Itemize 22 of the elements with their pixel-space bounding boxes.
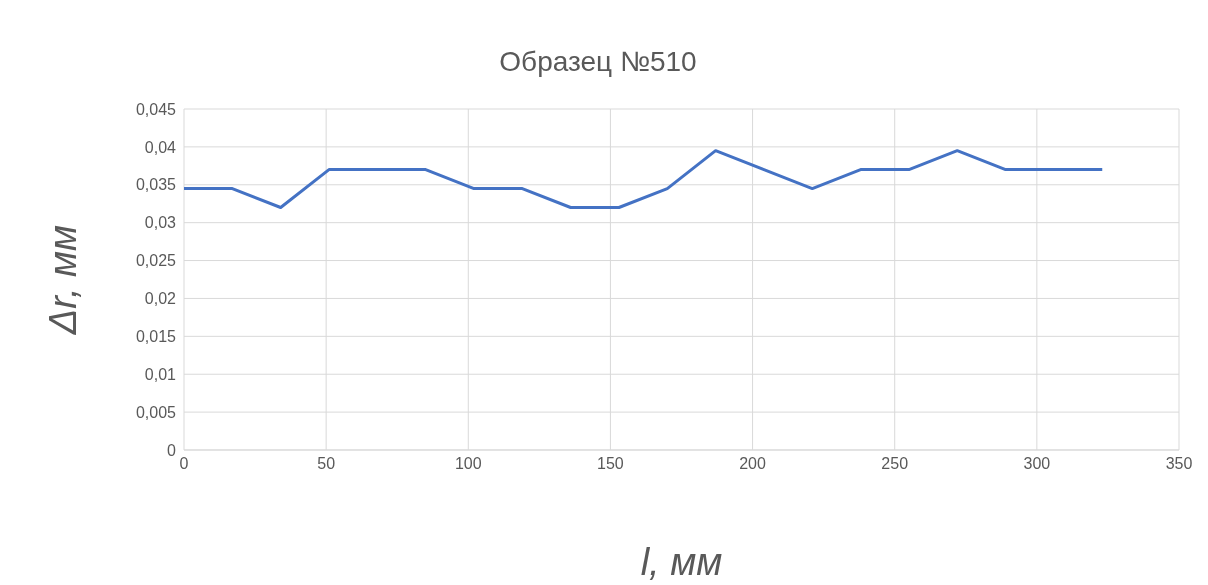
y-axis-title: Δr, мм (42, 224, 85, 336)
y-tick-label: 0,015 (135, 328, 177, 346)
y-tick-label: 0,025 (135, 252, 177, 270)
x-axis-title: l, мм (640, 541, 723, 583)
y-tick-label: 0,03 (144, 214, 177, 232)
y-tick-label: 0,035 (135, 176, 177, 194)
x-tick-label: 200 (739, 455, 767, 473)
x-tick-label: 250 (881, 455, 909, 473)
x-tick-label: 0 (179, 455, 189, 473)
chart-title: Образец №510 (498, 46, 698, 78)
x-tick-label: 300 (1023, 455, 1051, 473)
line-series (184, 149, 1104, 210)
x-tick-label: 50 (317, 455, 336, 473)
x-tick-label: 100 (454, 455, 482, 473)
y-tick-label: 0 (167, 441, 177, 459)
x-tick-label: 150 (597, 455, 624, 473)
y-tick-label: 0,01 (144, 365, 177, 383)
x-tick-label: 350 (1165, 455, 1193, 473)
y-tick-label: 0,02 (144, 290, 177, 308)
y-tick-label: 0,045 (135, 100, 177, 118)
y-tick-label: 0,04 (144, 138, 177, 156)
y-tick-label: 0,005 (135, 403, 177, 421)
